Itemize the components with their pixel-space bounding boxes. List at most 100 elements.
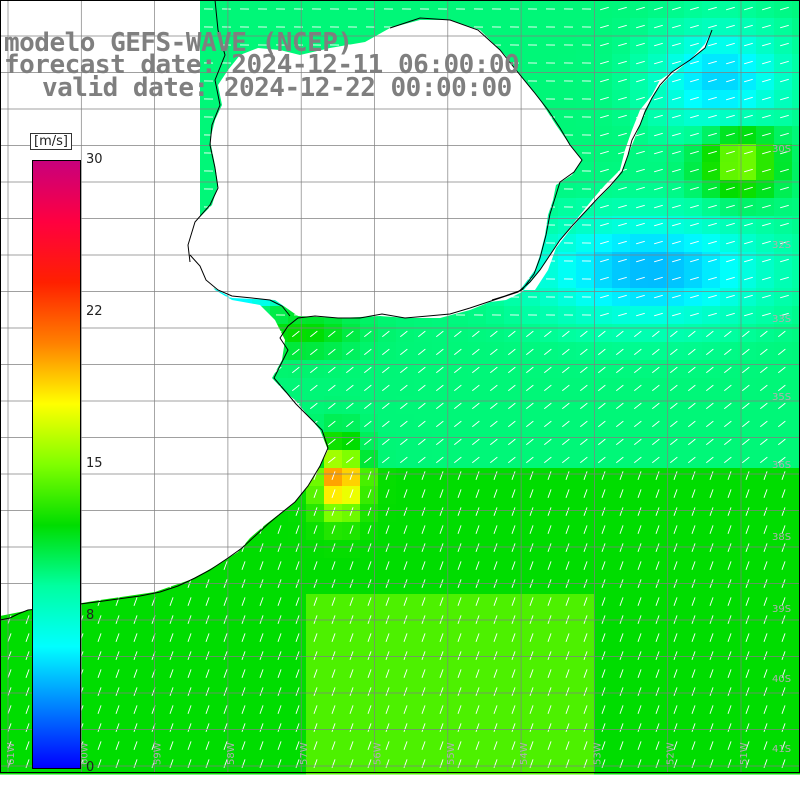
wind-arrow — [583, 633, 588, 642]
wind-arrow — [763, 471, 768, 480]
wind-arrow — [400, 348, 408, 356]
wind-arrow — [403, 471, 408, 480]
wind-arrow — [709, 471, 714, 480]
wind-arrow — [689, 24, 699, 29]
wind-arrow — [565, 687, 570, 696]
wind-arrow — [707, 78, 717, 83]
wind-arrow — [743, 78, 753, 83]
wind-arrow — [637, 471, 642, 480]
wind-arrow — [670, 456, 678, 464]
wind-arrow — [367, 741, 372, 750]
wind-arrow — [364, 384, 372, 392]
wind-arrow — [763, 633, 768, 642]
longitude-label: 53W — [592, 742, 603, 765]
wind-arrow — [511, 669, 516, 678]
wind-speed-cell — [792, 234, 800, 253]
wind-arrow — [25, 633, 30, 642]
wind-arrow — [652, 348, 660, 356]
wind-arrow — [599, 276, 609, 281]
wind-arrow — [526, 402, 534, 410]
wind-arrow — [490, 384, 498, 392]
wind-arrow — [331, 759, 336, 768]
latitude-label: 35S — [772, 392, 791, 403]
wind-arrow — [436, 348, 444, 356]
wind-arrow — [743, 294, 753, 299]
wind-arrow — [472, 456, 480, 464]
wind-arrow — [617, 96, 627, 101]
latitude-labels: 30S 32S 33S 35S 36S 38S 39S 40S 41S — [772, 144, 791, 755]
wind-arrow — [691, 633, 696, 642]
wind-arrow — [277, 615, 282, 624]
wind-arrow — [763, 597, 768, 606]
wind-arrow — [25, 741, 30, 750]
wind-arrow — [223, 759, 228, 768]
wind-arrow — [637, 741, 642, 750]
wind-arrow — [364, 420, 372, 428]
wind-arrow — [727, 507, 732, 516]
wind-arrow — [295, 741, 300, 750]
wind-arrow — [763, 651, 768, 660]
wind-arrow — [457, 633, 462, 642]
wind-arrow — [635, 42, 645, 47]
wind-arrow — [763, 507, 768, 516]
wind-speed-cell — [792, 252, 800, 271]
wind-arrow — [457, 741, 462, 750]
wind-arrow — [598, 456, 606, 464]
wind-arrow — [763, 705, 768, 714]
wind-arrow — [635, 312, 645, 317]
wind-arrow — [292, 384, 300, 392]
wind-arrow — [115, 759, 120, 768]
wind-arrow — [385, 741, 390, 750]
wind-arrow — [295, 525, 300, 534]
wind-arrow — [169, 633, 174, 642]
wind-arrow — [781, 543, 786, 552]
wind-arrow — [707, 168, 717, 173]
wind-arrow — [436, 420, 444, 428]
wind-arrow — [617, 78, 627, 83]
wind-arrow — [439, 723, 444, 732]
wind-arrow — [673, 669, 678, 678]
wind-arrow — [421, 759, 426, 768]
wind-arrow — [778, 330, 786, 338]
wind-arrow — [475, 741, 480, 750]
wind-arrow — [133, 633, 138, 642]
wind-arrow — [635, 24, 645, 29]
wind-arrow — [707, 312, 717, 317]
wind-arrow — [7, 669, 12, 678]
wind-arrow — [673, 759, 678, 768]
wind-arrow — [742, 438, 750, 446]
wind-speed-cell — [792, 90, 800, 109]
wind-arrow — [511, 741, 516, 750]
wind-arrow — [454, 384, 462, 392]
wind-arrow — [133, 597, 138, 606]
wind-arrow — [508, 330, 516, 338]
wind-arrow — [187, 723, 192, 732]
wind-arrow — [745, 615, 750, 624]
wind-arrow — [115, 723, 120, 732]
wind-speed-cell — [792, 108, 800, 127]
wind-arrow — [475, 633, 480, 642]
wind-arrow — [454, 456, 462, 464]
wind-arrow — [599, 150, 609, 155]
wind-arrow — [346, 438, 354, 446]
wind-arrow — [223, 705, 228, 714]
wind-arrow — [725, 132, 735, 137]
wind-arrow — [652, 438, 660, 446]
wind-arrow — [457, 543, 462, 552]
wind-arrow — [418, 438, 426, 446]
wind-arrow — [763, 669, 768, 678]
wind-arrow — [598, 348, 606, 356]
wind-arrow — [133, 705, 138, 714]
wind-arrow — [403, 561, 408, 570]
wind-arrow — [421, 687, 426, 696]
wind-arrow — [760, 366, 768, 374]
wind-arrow — [385, 507, 390, 516]
wind-arrow — [310, 384, 318, 392]
wind-arrow — [187, 633, 192, 642]
latitude-label: 30S — [772, 144, 791, 155]
wind-arrow — [653, 312, 663, 317]
wind-arrow — [599, 258, 609, 263]
wind-arrow — [418, 330, 426, 338]
wind-arrow — [544, 330, 552, 338]
wind-arrow — [439, 705, 444, 714]
